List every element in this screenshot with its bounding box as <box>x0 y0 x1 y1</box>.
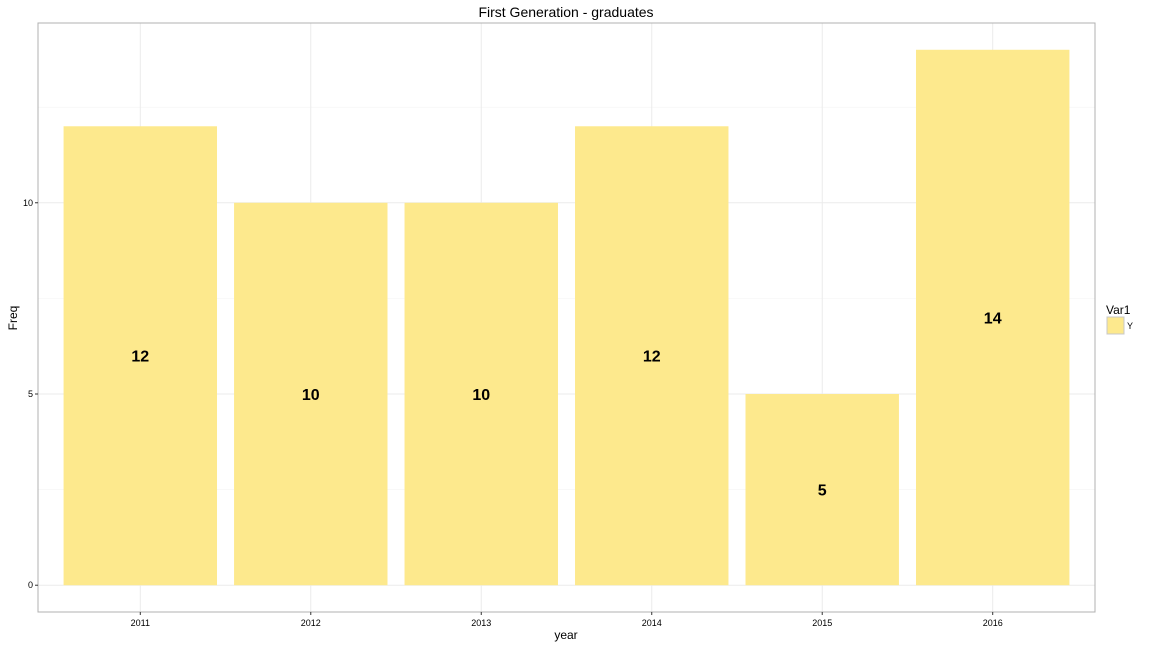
legend-key-y <box>1106 316 1125 335</box>
plot-panel-border <box>37 22 1096 613</box>
x-tick-label-2016: 2016 <box>983 618 1003 628</box>
data-label-2011: 12 <box>131 349 149 366</box>
x-tick-label-2014: 2014 <box>642 618 662 628</box>
x-tick-label-2013: 2013 <box>471 618 491 628</box>
legend: Var1 Y <box>1106 303 1133 335</box>
x-axis-title: year <box>554 628 577 642</box>
chart-title: First Generation - graduates <box>478 4 653 20</box>
bar-2014 <box>575 126 729 586</box>
data-label-2012: 10 <box>302 387 320 404</box>
data-label-2015: 5 <box>818 483 827 500</box>
bar-2016 <box>915 49 1070 586</box>
data-label-2014: 12 <box>643 349 661 366</box>
legend-label-y: Y <box>1127 321 1133 331</box>
bar-2013 <box>404 202 558 586</box>
bar-2011 <box>63 126 218 586</box>
y-axis-title: Freq <box>6 306 20 331</box>
x-tick-label-2015: 2015 <box>812 618 832 628</box>
bar-2015 <box>745 393 899 586</box>
data-label-2016: 14 <box>984 311 1002 328</box>
legend-title: Var1 <box>1106 303 1131 317</box>
data-label-2013: 10 <box>472 387 490 404</box>
bars-group <box>63 49 1070 586</box>
data-labels-group: 12 10 10 12 5 14 <box>131 311 1001 500</box>
x-axis: 2011 2012 2013 2014 2015 2016 <box>131 612 1003 628</box>
bar-2012 <box>234 202 388 586</box>
x-tick-label-2011: 2011 <box>131 618 150 628</box>
y-tick-label: 0 <box>28 580 33 590</box>
y-tick-label: 5 <box>28 389 33 399</box>
y-axis: 0 5 10 <box>23 198 38 590</box>
x-tick-label-2012: 2012 <box>301 618 321 628</box>
y-tick-label: 10 <box>23 198 33 208</box>
